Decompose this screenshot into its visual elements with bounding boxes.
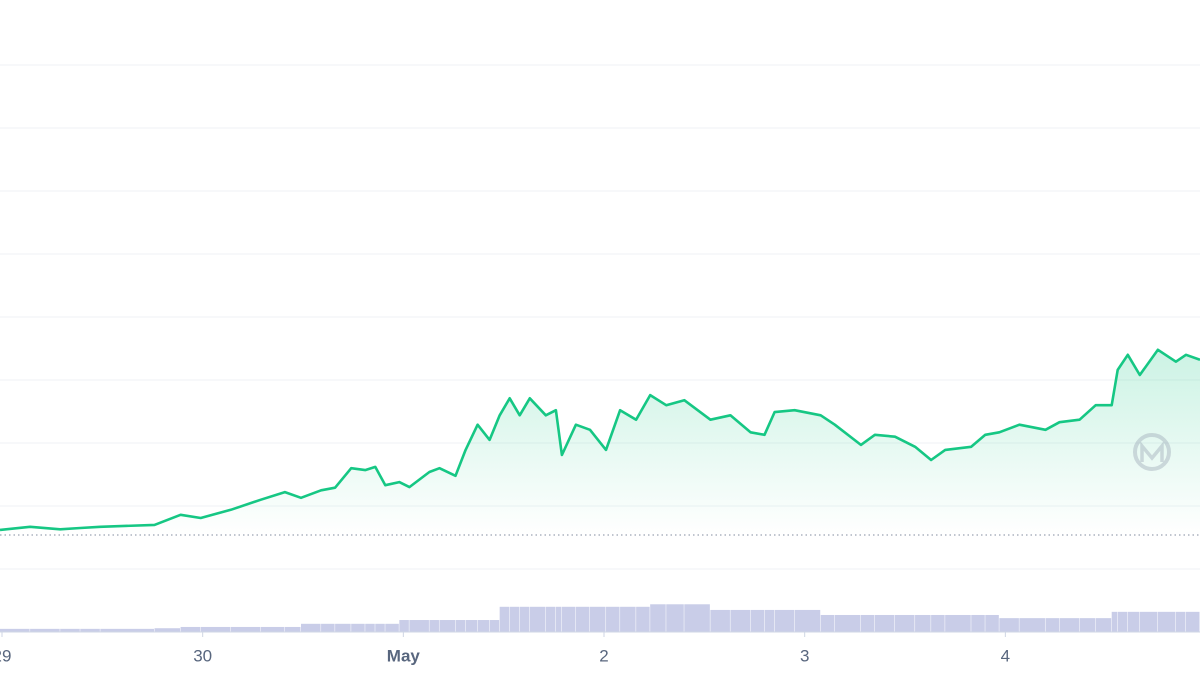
volume-bar bbox=[730, 609, 751, 632]
volume-bar bbox=[1157, 611, 1176, 632]
volume-bar bbox=[606, 606, 620, 632]
price-line bbox=[0, 348, 1200, 532]
x-tick-label: 2 bbox=[599, 646, 608, 665]
volume-bar bbox=[60, 628, 80, 632]
volume-bar bbox=[399, 620, 409, 632]
volume-bar bbox=[620, 606, 636, 632]
volume-bar bbox=[650, 604, 666, 632]
volume-bar bbox=[351, 623, 365, 632]
volume-bar bbox=[636, 606, 650, 632]
volume-bar bbox=[80, 628, 100, 632]
volume-bar bbox=[764, 609, 775, 632]
volume-bar bbox=[945, 614, 971, 632]
volume-bar bbox=[455, 620, 466, 632]
volume-bar bbox=[710, 609, 730, 632]
volume-bar bbox=[477, 620, 490, 632]
volume-bar bbox=[1127, 611, 1140, 632]
volume-bar bbox=[439, 620, 456, 632]
volume-bar bbox=[321, 623, 335, 632]
volume-bar bbox=[200, 626, 231, 632]
volume-bar bbox=[489, 620, 500, 632]
volume-bar bbox=[666, 604, 684, 632]
volume-bar bbox=[230, 626, 261, 632]
volume-bar bbox=[409, 620, 429, 632]
volume-bar bbox=[509, 606, 520, 632]
x-tick-label: 4 bbox=[1001, 646, 1010, 665]
volume-bar bbox=[1117, 611, 1128, 632]
volume-bar bbox=[1079, 618, 1096, 632]
volume-bar bbox=[301, 623, 321, 632]
volume-bar bbox=[100, 628, 155, 632]
volume-bar bbox=[931, 614, 945, 632]
volume-bar bbox=[0, 628, 30, 632]
volume-bar bbox=[971, 614, 985, 632]
volume-bar bbox=[375, 623, 385, 632]
volume-bar bbox=[589, 606, 606, 632]
volume-bar bbox=[999, 618, 1019, 632]
volume-bar bbox=[561, 606, 576, 632]
volume-bar bbox=[874, 614, 895, 632]
volume-bar bbox=[985, 614, 999, 632]
x-tick-label: May bbox=[387, 646, 421, 665]
volume-bar bbox=[860, 614, 875, 632]
volume-bar bbox=[260, 626, 285, 632]
volume-bar bbox=[1185, 611, 1200, 632]
volume-bar bbox=[575, 606, 590, 632]
volume-bar bbox=[1139, 611, 1158, 632]
x-tick-label: 3 bbox=[800, 646, 809, 665]
volume-bar bbox=[915, 614, 931, 632]
volume-bar bbox=[1045, 618, 1060, 632]
volume-bar bbox=[499, 606, 510, 632]
volume-bar bbox=[1059, 618, 1080, 632]
volume-bar bbox=[684, 604, 710, 632]
x-tick-label: 30 bbox=[193, 646, 212, 665]
volume-bar bbox=[894, 614, 915, 632]
volume-bar bbox=[750, 609, 765, 632]
volume-bar bbox=[154, 628, 181, 632]
volume-bar bbox=[545, 606, 556, 632]
volume-bar bbox=[820, 614, 835, 632]
volume-bar bbox=[529, 606, 546, 632]
volume-bar bbox=[1111, 611, 1118, 632]
volume-bar bbox=[555, 606, 562, 632]
volume-bar bbox=[774, 609, 795, 632]
volume-bar bbox=[519, 606, 530, 632]
volume-bar bbox=[834, 614, 861, 632]
x-tick-label: 29 bbox=[0, 646, 11, 665]
volume-bar bbox=[429, 620, 439, 632]
volume-bar bbox=[794, 609, 821, 632]
volume-bar bbox=[1019, 618, 1045, 632]
volume-bar bbox=[1175, 611, 1186, 632]
volume-bar bbox=[180, 626, 201, 632]
volume-bar bbox=[385, 623, 399, 632]
volume-bar bbox=[465, 620, 478, 632]
volume-bar bbox=[284, 626, 301, 632]
watermark bbox=[1133, 433, 1171, 471]
volume-bar bbox=[335, 623, 351, 632]
volume-bar bbox=[365, 623, 375, 632]
volume-bar bbox=[30, 628, 60, 632]
volume-bar bbox=[1095, 618, 1112, 632]
